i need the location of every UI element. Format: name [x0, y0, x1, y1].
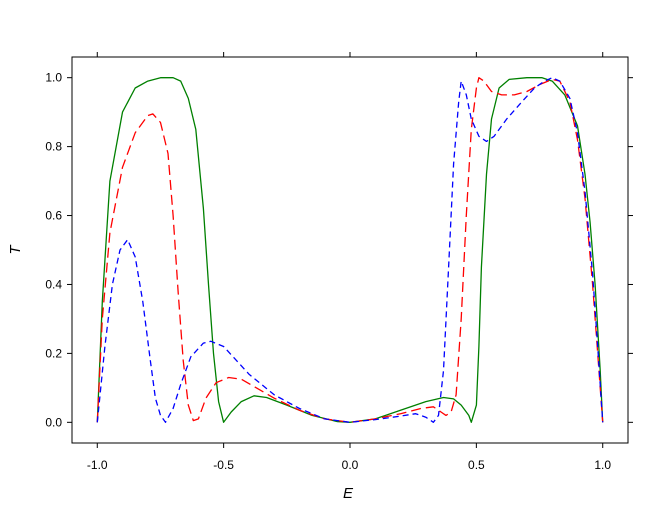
plot-frame — [71, 56, 629, 444]
y-tick-label: 0.0 — [45, 415, 62, 429]
tick-labels: -1.0 -0.5 0.0 0.5 1.0 0.0 0.2 0.4 0.6 0.8 1.0 — [45, 71, 611, 472]
x-tick-label: 0.0 — [342, 458, 359, 472]
y-tick-label: 0.4 — [45, 277, 62, 291]
x-tick-label: 1.0 — [594, 458, 611, 472]
y-tick-label: 0.8 — [45, 140, 62, 154]
series-line-2 — [96, 77, 604, 423]
y-tick-label: 0.6 — [45, 209, 62, 223]
x-tick-label: -1.0 — [87, 458, 108, 472]
series-line-1 — [96, 77, 604, 423]
x-tick-label: -0.5 — [213, 458, 234, 472]
x-axis-label: E — [343, 485, 354, 502]
ticks — [67, 52, 633, 448]
y-axis-label: T — [7, 244, 24, 255]
y-tick-label: 1.0 — [45, 71, 62, 85]
y-tick-label: 0.2 — [45, 346, 62, 360]
x-tick-label: 0.5 — [468, 458, 485, 472]
series-group — [96, 77, 604, 423]
series-line-3 — [96, 77, 604, 423]
